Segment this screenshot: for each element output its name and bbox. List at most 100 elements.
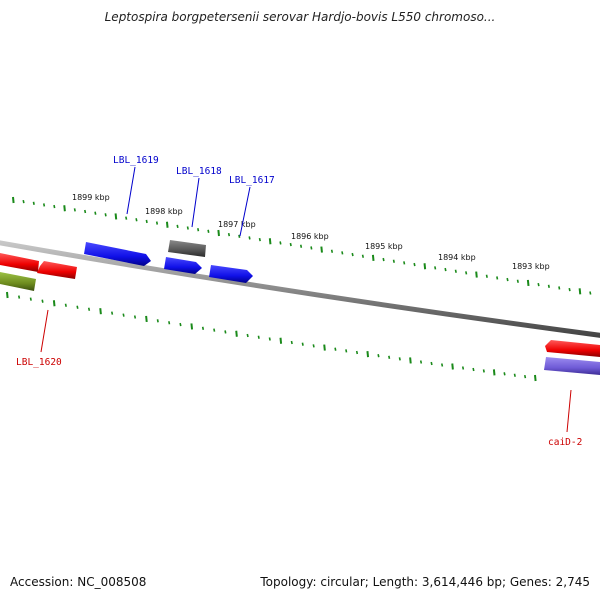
scale-label-1898: 1898 kbp: [145, 207, 183, 216]
inner-minor-tick: [41, 299, 44, 303]
feature-grey[interactable]: [168, 240, 206, 257]
outer-minor-tick: [547, 284, 550, 288]
outer-major-tick: [423, 263, 427, 270]
outer-minor-tick: [351, 252, 354, 257]
grey-feature-block[interactable]: [168, 240, 206, 257]
accession-text: Accession: NC_008508: [10, 575, 147, 589]
inner-minor-tick: [430, 361, 433, 366]
scale-label-1895: 1895 kbp: [365, 242, 403, 251]
inner-minor-tick: [122, 313, 125, 317]
inner-minor-tick: [213, 328, 216, 332]
rna-feature-olive[interactable]: [0, 272, 36, 291]
outer-minor-tick: [258, 237, 261, 242]
outer-minor-tick: [496, 276, 499, 280]
inner-minor-tick: [461, 366, 465, 370]
outer-major-tick: [12, 196, 15, 204]
inner-major-tick: [409, 357, 412, 364]
map-title: Leptospira borgpetersenii serovar Hardjo…: [104, 10, 496, 24]
inner-minor-tick: [201, 326, 205, 330]
inner-minor-tick: [312, 344, 315, 348]
inner-major-tick: [492, 369, 496, 376]
inner-minor-tick: [334, 347, 337, 351]
scale-label-1899: 1899 kbp: [72, 193, 110, 202]
outer-major-tick: [526, 279, 530, 287]
outer-minor-tick: [506, 277, 509, 282]
feature-lbl-1617[interactable]: [209, 265, 253, 283]
inner-minor-tick: [355, 350, 359, 355]
inner-major-tick: [145, 315, 148, 323]
outer-minor-tick: [392, 259, 395, 263]
feature-caid-2[interactable]: [544, 340, 600, 375]
lilac-feature-caid-2[interactable]: [544, 357, 600, 375]
label-lbl-1618[interactable]: LBL_1618: [176, 166, 222, 177]
reverse-arrow-lbl-1620[interactable]: [0, 253, 39, 272]
forward-arrow-lbl-1619[interactable]: [84, 242, 151, 266]
forward-arrow-lbl-1618[interactable]: [164, 257, 202, 274]
leader-caid-2: [566, 389, 572, 433]
outer-minor-tick: [176, 224, 179, 229]
feature-lbl-1619[interactable]: [84, 242, 151, 266]
inner-minor-tick: [513, 373, 516, 377]
label-lbl-1617[interactable]: LBL_1617: [229, 175, 275, 186]
outer-minor-tick: [444, 267, 447, 272]
inner-minor-tick: [246, 333, 249, 338]
scale-label-1896: 1896 kbp: [291, 232, 329, 241]
outer-minor-tick: [434, 266, 437, 270]
inner-major-tick: [190, 323, 194, 330]
inner-minor-tick: [111, 311, 114, 315]
inner-minor-tick: [76, 305, 79, 309]
reverse-arrow-lbl-1620-b[interactable]: [37, 261, 77, 279]
inner-minor-tick: [29, 297, 32, 301]
outer-minor-tick: [413, 262, 416, 267]
inner-minor-tick: [168, 321, 171, 325]
scale-label-1893: 1893 kbp: [512, 262, 550, 271]
outer-minor-tick: [73, 208, 76, 212]
inner-major-tick: [235, 330, 238, 337]
label-lbl-1619[interactable]: LBL_1619: [113, 155, 159, 166]
inner-minor-tick: [257, 335, 260, 339]
outer-minor-tick: [537, 282, 540, 287]
label-lbl-1620[interactable]: LBL_1620: [16, 357, 62, 368]
scale-label-1897: 1897 kbp: [218, 220, 256, 229]
inner-major-tick: [279, 337, 283, 344]
outer-major-tick: [475, 271, 478, 278]
outer-minor-tick: [125, 216, 128, 220]
leader-lbl-1618: [191, 177, 200, 228]
inner-minor-tick: [441, 363, 444, 367]
inner-minor-tick: [156, 319, 159, 323]
outer-minor-tick: [299, 244, 303, 248]
outer-minor-tick: [145, 219, 148, 224]
inner-major-tick: [451, 363, 454, 370]
forward-arrow-lbl-1617[interactable]: [209, 265, 253, 283]
inner-minor-tick: [268, 337, 271, 341]
inner-minor-tick: [224, 330, 227, 334]
inner-minor-tick: [17, 295, 21, 299]
outer-major-tick: [320, 246, 323, 253]
outer-minor-tick: [53, 204, 56, 209]
feature-lbl-1620[interactable]: [0, 253, 77, 291]
outer-minor-tick: [454, 269, 457, 273]
outer-minor-tick: [197, 228, 200, 232]
outer-tick-ring: [12, 196, 592, 295]
leader-lbl-1619: [126, 166, 136, 215]
inner-major-tick: [6, 291, 9, 299]
label-caid-2[interactable]: caiD-2: [548, 437, 582, 448]
outer-minor-tick: [330, 249, 334, 253]
outer-major-tick: [578, 288, 582, 295]
inner-minor-tick: [472, 367, 475, 372]
inner-minor-tick: [503, 372, 506, 376]
inner-minor-tick: [87, 307, 91, 311]
feature-lbl-1618[interactable]: [164, 257, 202, 274]
inner-minor-tick: [523, 374, 527, 379]
outer-minor-tick: [207, 229, 210, 233]
inner-minor-tick: [377, 354, 380, 358]
reverse-arrow-caid-2[interactable]: [545, 340, 600, 357]
outer-major-tick: [165, 221, 169, 228]
outer-minor-tick: [289, 242, 292, 247]
outer-minor-tick: [568, 287, 571, 292]
scale-labels: 1899 kbp 1898 kbp 1897 kbp 1896 kbp 1895 kbp…: [72, 193, 550, 271]
inner-minor-tick: [290, 340, 293, 345]
outer-major-tick: [371, 254, 375, 261]
outer-minor-tick: [361, 254, 364, 258]
